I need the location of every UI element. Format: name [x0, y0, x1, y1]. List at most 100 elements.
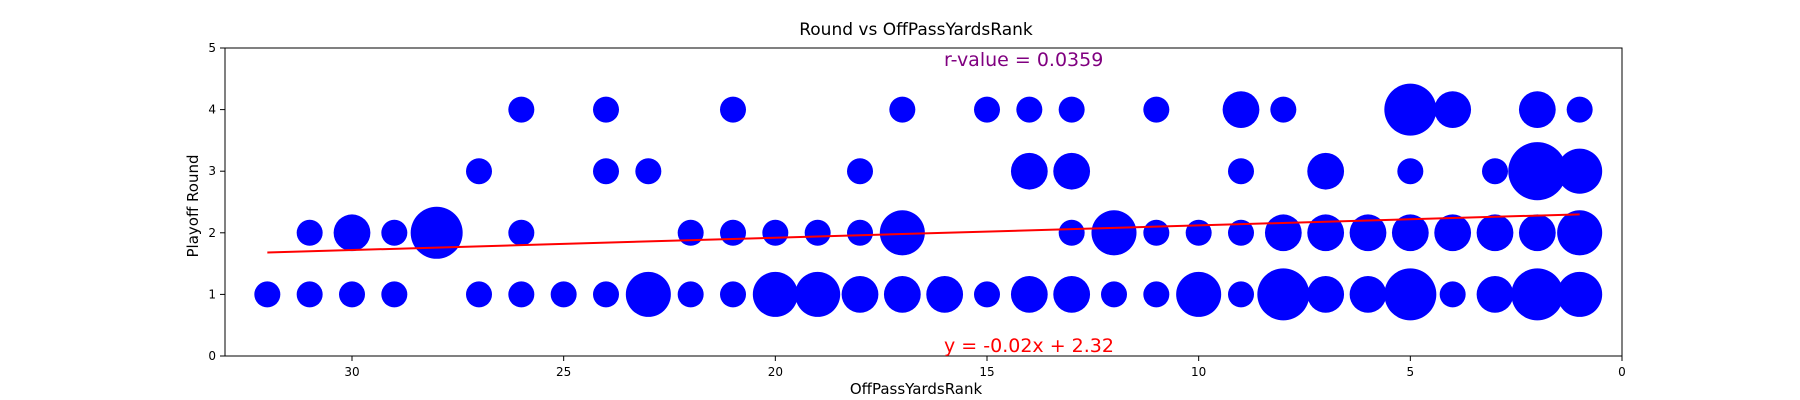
- x-tick-label: 0: [1618, 365, 1626, 379]
- data-point: [1176, 271, 1222, 317]
- data-point: [1557, 271, 1603, 317]
- x-tick-label: 10: [1191, 365, 1206, 379]
- y-axis-label: Playoff Round: [184, 154, 202, 257]
- y-axis: 0 1 2 3 4 5: [208, 41, 225, 363]
- data-point: [296, 219, 323, 246]
- data-point: [1508, 142, 1567, 201]
- data-point: [974, 281, 1000, 308]
- data-point: [1391, 214, 1429, 252]
- data-point: [593, 96, 619, 123]
- data-point: [508, 281, 535, 308]
- x-tick-label: 25: [556, 365, 571, 379]
- data-point: [410, 206, 463, 259]
- data-point: [254, 281, 281, 308]
- regression-equation-annotation: y = -0.02x + 2.32: [944, 335, 1114, 357]
- data-point: [1349, 276, 1387, 313]
- data-point: [381, 219, 408, 246]
- data-point: [1434, 91, 1472, 128]
- y-tick-label: 5: [208, 41, 216, 55]
- data-point: [1264, 214, 1302, 252]
- y-tick-label: 2: [208, 226, 216, 240]
- x-tick-label: 5: [1407, 365, 1415, 379]
- data-point: [466, 281, 492, 308]
- data-point: [847, 158, 873, 185]
- data-point: [926, 276, 964, 313]
- data-point: [677, 281, 704, 308]
- y-tick-label: 0: [208, 349, 216, 363]
- x-axis: 30 25 20 15 10 5 0: [344, 356, 1626, 379]
- data-point: [804, 219, 831, 246]
- data-point: [1143, 281, 1170, 308]
- data-point: [1091, 210, 1137, 256]
- data-point: [593, 158, 619, 185]
- x-tick-label: 20: [768, 365, 783, 379]
- plot-frame: [224, 47, 1623, 357]
- data-point: [720, 219, 746, 246]
- data-point: [1384, 83, 1437, 136]
- data-point: [795, 271, 841, 317]
- data-point: [1058, 96, 1085, 123]
- data-point: [635, 158, 662, 185]
- points-layer: [254, 83, 1603, 321]
- x-axis-label: OffPassYardsRank: [850, 380, 983, 398]
- data-point: [1257, 268, 1310, 321]
- data-point: [879, 210, 925, 256]
- data-point: [847, 219, 873, 246]
- data-point: [1557, 210, 1603, 256]
- data-point: [752, 271, 798, 317]
- data-point: [625, 271, 671, 317]
- data-point: [550, 281, 577, 308]
- data-point: [1476, 214, 1514, 252]
- y-tick-label: 4: [208, 103, 216, 117]
- r-value-annotation: r-value = 0.0359: [944, 49, 1103, 71]
- data-point: [296, 281, 323, 308]
- y-tick-label: 1: [208, 287, 216, 301]
- data-point: [1143, 219, 1170, 246]
- x-tick-label: 30: [344, 365, 359, 379]
- data-point: [1270, 96, 1297, 123]
- data-point: [720, 281, 746, 308]
- data-point: [1228, 281, 1254, 308]
- data-point: [1185, 219, 1212, 246]
- data-point: [381, 281, 408, 308]
- data-point: [677, 219, 704, 246]
- data-point: [1557, 148, 1603, 194]
- y-tick-label: 3: [208, 164, 216, 178]
- regression-line: [267, 213, 1580, 254]
- data-point: [1349, 214, 1387, 252]
- data-point: [1307, 276, 1345, 313]
- data-point: [1228, 219, 1254, 246]
- data-point: [1143, 96, 1170, 123]
- x-tick-label: 15: [979, 365, 994, 379]
- data-point: [1476, 276, 1514, 313]
- data-point: [1010, 276, 1048, 313]
- data-point: [1228, 158, 1254, 185]
- data-point: [1307, 214, 1345, 252]
- data-point: [1439, 281, 1466, 308]
- data-point: [1053, 152, 1091, 190]
- data-point: [1010, 152, 1048, 190]
- data-point: [1222, 91, 1260, 128]
- data-point: [1482, 158, 1508, 185]
- data-point: [1511, 268, 1564, 321]
- data-point: [339, 281, 365, 308]
- data-point: [1016, 96, 1043, 123]
- data-point: [883, 276, 921, 313]
- data-point: [1058, 219, 1085, 246]
- data-point: [720, 96, 746, 123]
- data-point: [1434, 214, 1472, 252]
- data-point: [1307, 152, 1345, 190]
- data-point: [1518, 214, 1556, 252]
- data-point: [1518, 91, 1556, 128]
- data-point: [593, 281, 619, 308]
- data-point: [974, 96, 1000, 123]
- data-point: [1384, 268, 1437, 321]
- data-point: [508, 219, 535, 246]
- data-point: [466, 158, 492, 185]
- data-point: [1053, 276, 1091, 313]
- data-point: [508, 96, 535, 123]
- data-point: [762, 219, 789, 246]
- data-point: [333, 214, 371, 252]
- data-point: [1566, 96, 1593, 123]
- chart-title: Round vs OffPassYardsRank: [799, 20, 1033, 40]
